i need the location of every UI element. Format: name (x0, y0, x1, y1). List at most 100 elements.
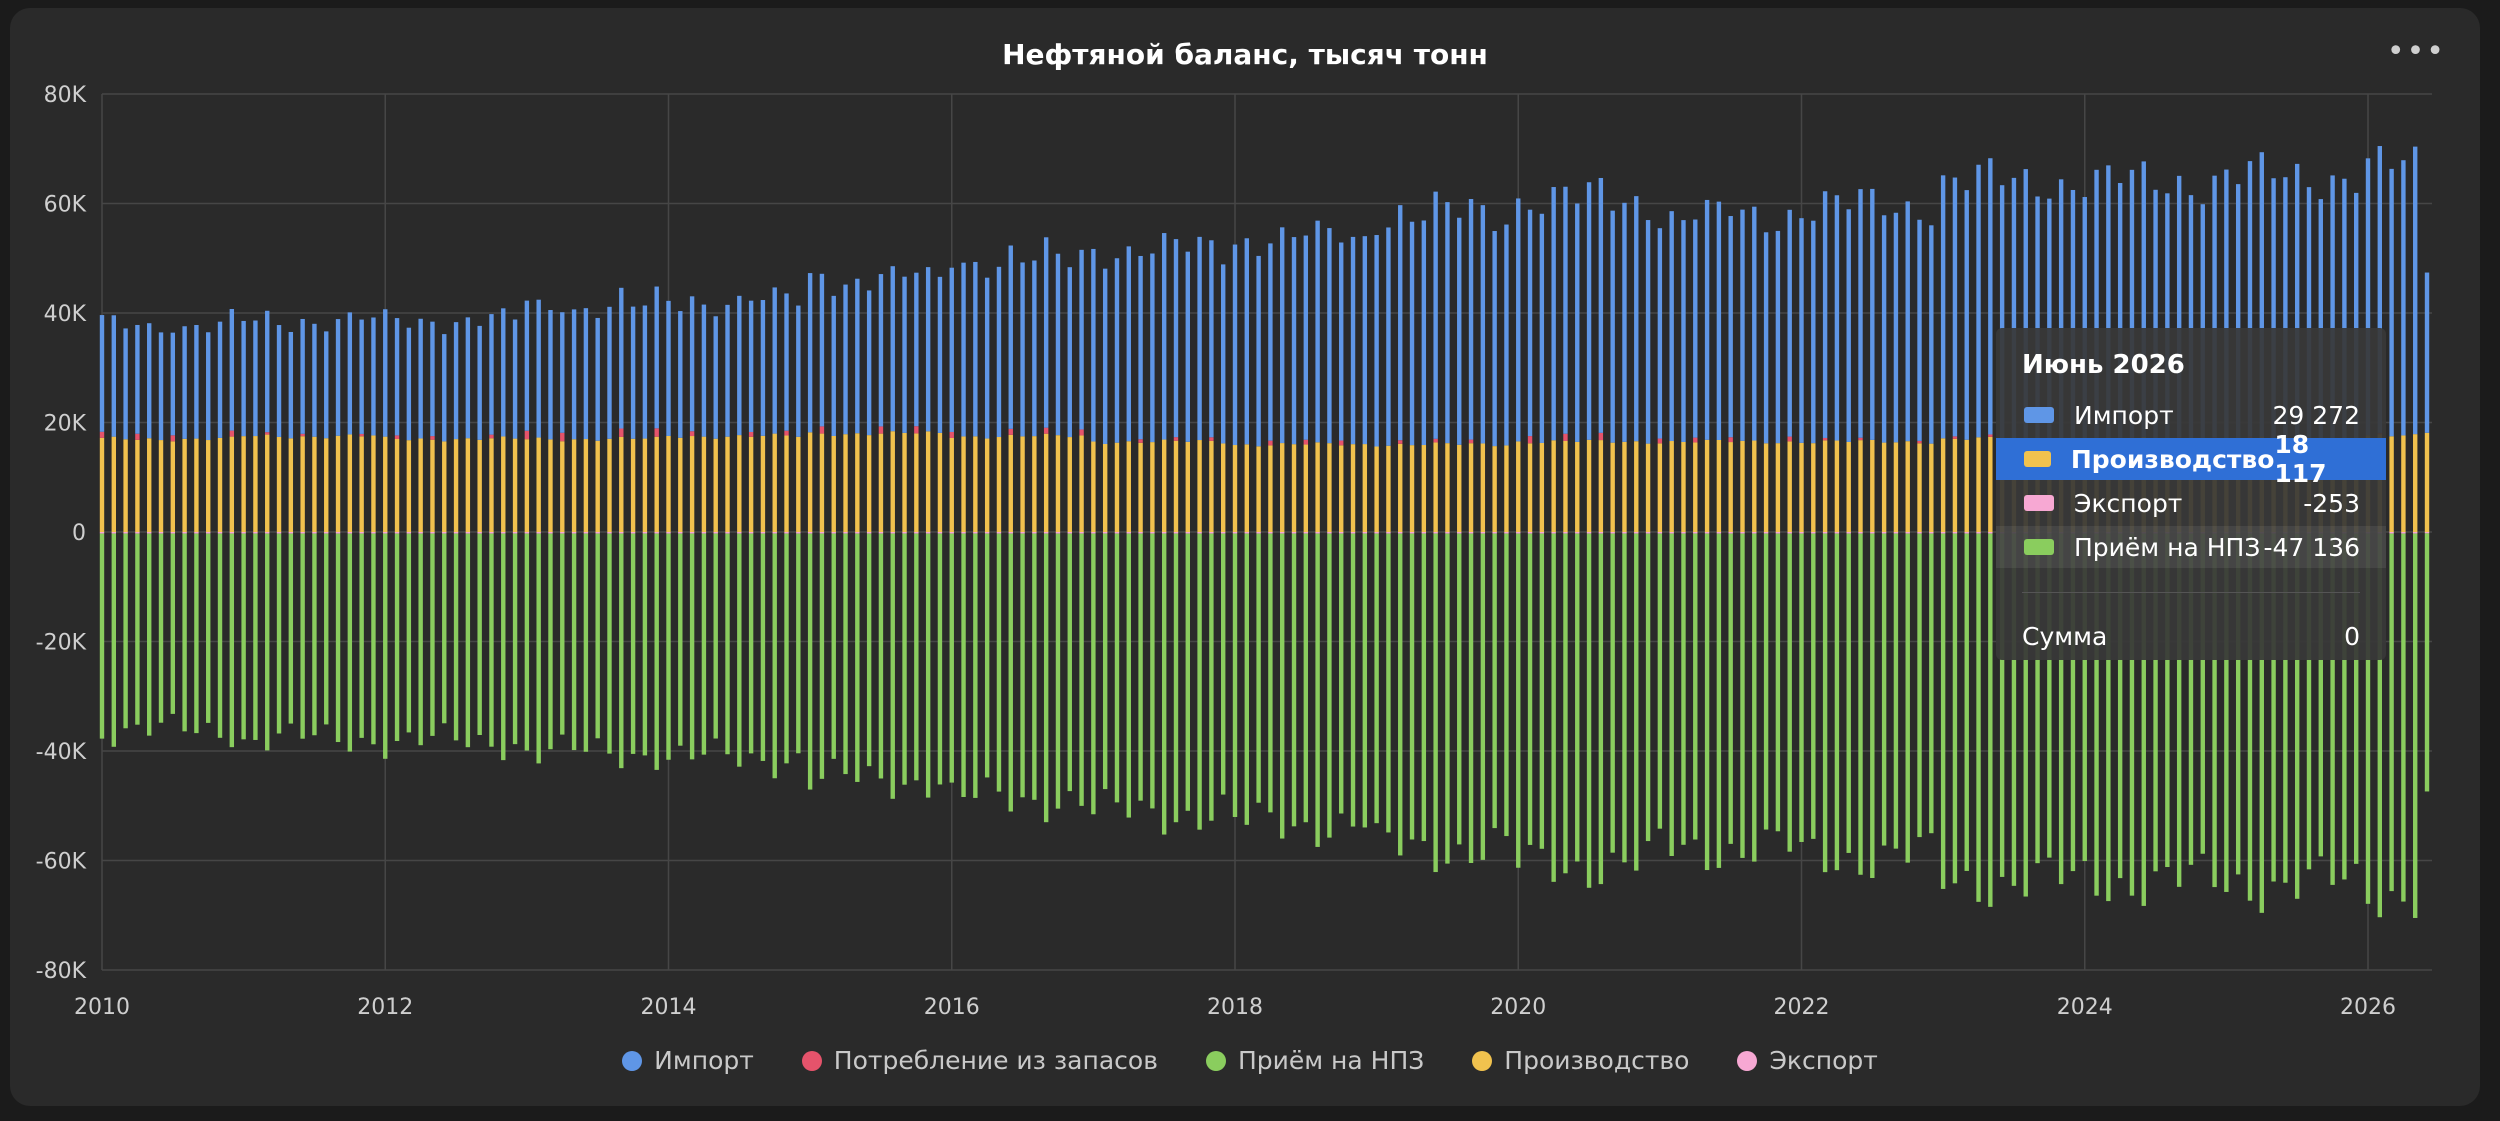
bar-export[interactable] (571, 532, 577, 534)
bar-export[interactable] (1905, 532, 1910, 534)
bar-export[interactable] (1787, 532, 1792, 534)
bar-import[interactable] (1445, 202, 1450, 444)
bar-refinery[interactable] (937, 533, 943, 785)
bar-refinery[interactable] (1858, 533, 1863, 875)
bar-production[interactable] (1586, 439, 1592, 532)
bar-import[interactable] (2271, 178, 2276, 440)
bar-refinery[interactable] (383, 533, 388, 759)
bar-production[interactable] (831, 435, 836, 532)
bar-production[interactable] (111, 436, 117, 532)
bar-production[interactable] (1716, 439, 1722, 532)
bar-export[interactable] (725, 532, 730, 534)
bar-refinery[interactable] (1598, 533, 1604, 885)
bar-export[interactable] (1386, 532, 1391, 534)
bar-refinery[interactable] (2117, 533, 2123, 879)
bar-production[interactable] (548, 439, 553, 532)
bar-import[interactable] (1586, 182, 1592, 440)
legend-item[interactable]: Потребление из запасов (801, 1046, 1158, 1075)
bar-refinery[interactable] (2283, 533, 2288, 883)
bar-refinery[interactable] (324, 533, 329, 725)
bar-refinery[interactable] (1303, 533, 1309, 823)
bar-production[interactable] (1657, 443, 1663, 532)
bar-refinery[interactable] (1516, 533, 1521, 868)
bar-import[interactable] (1964, 190, 1969, 440)
bar-production[interactable] (418, 438, 423, 532)
bar-production[interactable] (1645, 443, 1651, 532)
bar-export[interactable] (1539, 532, 1545, 534)
bar-production[interactable] (1775, 443, 1781, 532)
bar-export[interactable] (1350, 532, 1356, 534)
bar-production[interactable] (1740, 440, 1745, 532)
bar-production[interactable] (1976, 437, 1981, 532)
bar-refinery[interactable] (2306, 533, 2312, 870)
bar-production[interactable] (1575, 441, 1580, 532)
bar-stock[interactable] (1268, 440, 1273, 446)
bar-production[interactable] (489, 438, 494, 532)
bar-stock[interactable] (949, 431, 954, 438)
bar-import[interactable] (772, 287, 777, 434)
bar-export[interactable] (1704, 532, 1710, 534)
bar-import[interactable] (607, 306, 612, 439)
bar-refinery[interactable] (2035, 533, 2040, 864)
bar-export[interactable] (748, 532, 754, 534)
bar-refinery[interactable] (2153, 533, 2158, 872)
bar-export[interactable] (1504, 532, 1509, 534)
bar-refinery[interactable] (725, 533, 730, 755)
bar-refinery[interactable] (2082, 533, 2087, 862)
bar-export[interactable] (866, 532, 872, 534)
bar-import[interactable] (418, 318, 423, 439)
bar-stock[interactable] (784, 430, 789, 436)
bar-import[interactable] (442, 334, 447, 442)
bar-refinery[interactable] (182, 533, 187, 732)
bar-stock[interactable] (1822, 437, 1828, 441)
bar-production[interactable] (1622, 441, 1627, 532)
bar-production[interactable] (1350, 444, 1356, 532)
bar-import[interactable] (925, 267, 931, 432)
bar-export[interactable] (737, 532, 742, 534)
bar-refinery[interactable] (2011, 533, 2017, 886)
bar-export[interactable] (217, 532, 223, 534)
bar-import[interactable] (1539, 213, 1545, 443)
bar-production[interactable] (1563, 440, 1568, 532)
bar-import[interactable] (276, 325, 282, 437)
bar-import[interactable] (1834, 195, 1840, 441)
bar-production[interactable] (1917, 443, 1922, 532)
bar-import[interactable] (1126, 246, 1131, 442)
bar-import[interactable] (1468, 199, 1474, 440)
bar-import[interactable] (949, 267, 954, 432)
bar-export[interactable] (1173, 532, 1179, 534)
bar-import[interactable] (973, 261, 978, 437)
bar-refinery[interactable] (878, 533, 884, 779)
bar-export[interactable] (489, 532, 494, 534)
bar-stock[interactable] (914, 426, 919, 434)
bar-import[interactable] (2200, 204, 2205, 442)
bar-production[interactable] (1256, 446, 1261, 532)
bar-export[interactable] (1763, 532, 1769, 534)
bar-stock[interactable] (524, 430, 530, 440)
bar-import[interactable] (182, 326, 187, 439)
bar-refinery[interactable] (418, 533, 423, 746)
bar-export[interactable] (1409, 532, 1415, 534)
bar-refinery[interactable] (2165, 533, 2170, 868)
bar-refinery[interactable] (1102, 533, 1108, 790)
bar-import[interactable] (984, 277, 990, 439)
bar-export[interactable] (300, 532, 305, 534)
bar-import[interactable] (678, 311, 683, 438)
bar-production[interactable] (1209, 440, 1214, 532)
bar-export[interactable] (1988, 532, 1993, 534)
bar-import[interactable] (1976, 164, 1981, 438)
bar-export[interactable] (1563, 532, 1568, 534)
bar-production[interactable] (1669, 441, 1674, 532)
bar-export[interactable] (111, 532, 117, 534)
bar-production[interactable] (524, 439, 530, 532)
bar-import[interactable] (1575, 203, 1580, 442)
bar-export[interactable] (1575, 532, 1580, 534)
bar-export[interactable] (194, 532, 199, 534)
bar-export[interactable] (595, 532, 600, 534)
bar-export[interactable] (253, 532, 258, 534)
bar-export[interactable] (465, 532, 471, 534)
bar-import[interactable] (878, 274, 884, 427)
bar-refinery[interactable] (217, 533, 223, 738)
bar-production[interactable] (206, 440, 211, 532)
bar-export[interactable] (1716, 532, 1722, 534)
